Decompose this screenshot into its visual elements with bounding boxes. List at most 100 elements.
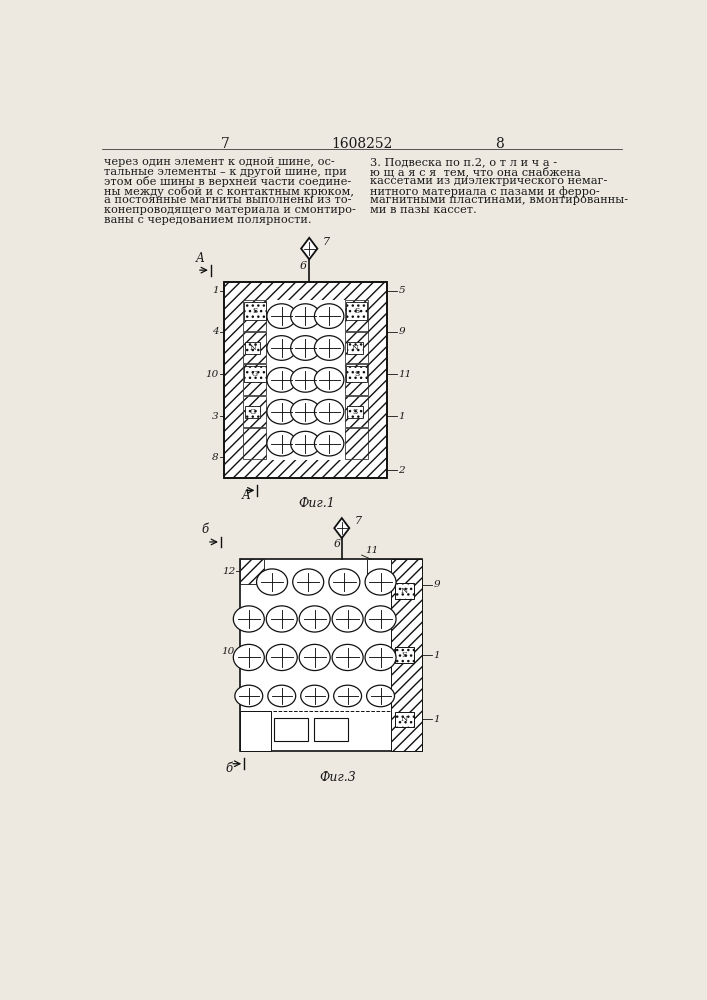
Bar [243,364,266,395]
Bar [395,647,414,663]
Ellipse shape [235,685,263,707]
Text: 9: 9 [433,580,440,589]
Text: 9: 9 [398,327,405,336]
Ellipse shape [233,606,264,632]
Bar [243,332,266,363]
Text: 1: 1 [433,651,440,660]
Text: магнитными пластинами, вмонтированны-: магнитными пластинами, вмонтированны- [370,195,628,205]
Text: Фиг.1: Фиг.1 [298,497,335,510]
Ellipse shape [334,685,361,707]
Text: ваны с чередованием полярности.: ваны с чередованием полярности. [104,215,312,225]
Ellipse shape [332,606,363,632]
Text: ми в пазы кассет.: ми в пазы кассет. [370,205,477,215]
Text: S: S [252,307,257,315]
Text: N: N [400,587,408,595]
Ellipse shape [329,569,360,595]
Bar [346,366,367,382]
Text: 4: 4 [212,327,218,336]
Text: тальные элементы – к другой шине, при: тальные элементы – к другой шине, при [104,167,346,177]
Text: 12: 12 [223,567,235,576]
Text: ны между собой и с контактным крюком,: ны между собой и с контактным крюком, [104,186,354,197]
Text: 11: 11 [366,546,379,555]
Bar [368,559,391,580]
Bar [346,302,367,320]
Bar [243,396,266,427]
Text: 1: 1 [398,412,405,421]
Ellipse shape [291,431,320,456]
Ellipse shape [299,606,330,632]
Text: через один элемент к одной шине, ос-: через один элемент к одной шине, ос- [104,157,334,167]
Text: нитного материала с пазами и ферро-: нитного материала с пазами и ферро- [370,186,600,197]
Text: 1: 1 [212,286,218,295]
Text: 6: 6 [300,261,307,271]
Ellipse shape [291,336,320,360]
Text: S: S [354,370,359,378]
Text: этом обе шины в верхней части соедине-: этом обе шины в верхней части соедине- [104,176,351,187]
Text: 1: 1 [433,715,440,724]
Ellipse shape [315,368,344,392]
Bar [224,282,387,478]
Ellipse shape [267,606,297,632]
Text: 8: 8 [495,137,503,151]
Text: S: S [352,408,358,416]
Text: 10: 10 [221,647,234,656]
Text: 7: 7 [355,516,362,526]
Text: G: G [250,408,256,416]
Bar [240,559,421,751]
Ellipse shape [315,399,344,424]
Ellipse shape [268,685,296,707]
Ellipse shape [267,431,296,456]
Ellipse shape [365,569,396,595]
Bar [245,406,260,418]
Bar [240,711,271,751]
Text: б: б [225,762,232,775]
Ellipse shape [365,644,396,671]
Bar [347,342,363,354]
Text: А: А [242,489,251,502]
Ellipse shape [291,304,320,328]
Ellipse shape [267,368,296,392]
Bar [395,583,414,599]
Polygon shape [301,238,317,259]
Ellipse shape [299,644,330,671]
Ellipse shape [367,685,395,707]
Text: б: б [201,523,209,536]
Text: 2: 2 [398,466,405,475]
Bar [274,718,308,741]
Ellipse shape [267,644,297,671]
Bar [243,300,368,460]
Text: 8: 8 [212,453,218,462]
Text: N: N [250,344,256,352]
Bar [391,559,421,751]
Bar [244,302,266,320]
Bar [345,332,368,363]
Text: S: S [354,307,359,315]
Bar [345,364,368,395]
Bar [244,366,266,382]
Text: 3: 3 [212,412,218,421]
Ellipse shape [267,304,296,328]
Ellipse shape [315,304,344,328]
Ellipse shape [267,399,296,424]
Text: 6: 6 [334,539,341,549]
Ellipse shape [300,685,329,707]
Bar [368,559,391,580]
Ellipse shape [315,336,344,360]
Ellipse shape [315,431,344,456]
Bar [345,428,368,459]
Text: G: G [252,370,258,378]
Text: конепроводящего материала и смонтиро-: конепроводящего материала и смонтиро- [104,205,356,215]
Text: N: N [351,344,358,352]
Ellipse shape [291,399,320,424]
Ellipse shape [291,368,320,392]
Bar [347,406,363,418]
Ellipse shape [233,644,264,671]
Bar [314,718,348,741]
Text: ю щ а я с я  тем, что она снабжена: ю щ а я с я тем, что она снабжена [370,167,580,177]
Text: 3. Подвеска по п.2, о т л и ч а -: 3. Подвеска по п.2, о т л и ч а - [370,157,557,167]
Bar [243,300,266,331]
Text: а постоянные магниты выполнены из то-: а постоянные магниты выполнены из то- [104,195,351,205]
Bar [243,428,266,459]
Text: 11: 11 [398,370,411,379]
Bar [224,282,387,478]
